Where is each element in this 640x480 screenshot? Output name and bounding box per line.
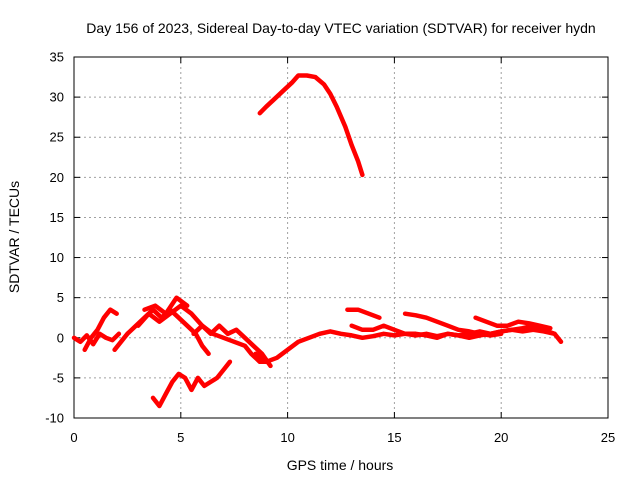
y-tick-label: -10: [45, 411, 64, 426]
series-line-trace-12: [150, 359, 233, 409]
series-line-trace-1: [71, 331, 122, 347]
y-tick-label: 35: [50, 50, 64, 65]
y-tick-label: 25: [50, 130, 64, 145]
y-tick-label: 20: [50, 170, 64, 185]
series-layer: [71, 73, 564, 409]
series-line-trace-5: [142, 295, 190, 316]
y-tick-label: 10: [50, 250, 64, 265]
grid-lines: [74, 57, 608, 418]
y-tick-label: 5: [57, 290, 64, 305]
x-axis-label: GPS time / hours: [287, 457, 394, 473]
y-tick-label: 30: [50, 90, 64, 105]
y-tick-label: 0: [57, 330, 64, 345]
series-line-trace-13: [257, 73, 365, 178]
x-tick-label: 5: [177, 430, 184, 445]
y-tick-label: -5: [52, 370, 64, 385]
x-tick-label: 20: [494, 430, 508, 445]
series-line-trace-8: [345, 307, 382, 320]
series-line-trace-10: [402, 311, 504, 338]
x-axis-ticks: 0 5 10 15 20 25: [70, 57, 615, 445]
series-line-trace-2: [82, 307, 119, 353]
series-line-trace-9: [349, 323, 557, 341]
plot-frame: [73, 56, 609, 419]
y-tick-label: 15: [50, 210, 64, 225]
x-tick-label: 15: [387, 430, 401, 445]
x-tick-label: 0: [70, 430, 77, 445]
x-tick-label: 10: [280, 430, 294, 445]
chart-title: Day 156 of 2023, Sidereal Day-to-day VTE…: [86, 20, 595, 36]
y-axis-label: SDTVAR / TECUs: [6, 181, 22, 293]
y-axis-ticks: -10 -5 0 5 10 15 20 25 30 35: [45, 50, 608, 426]
x-tick-label: 25: [601, 430, 615, 445]
series-line-trace-11: [473, 315, 553, 331]
series-line-trace-6: [191, 323, 273, 369]
